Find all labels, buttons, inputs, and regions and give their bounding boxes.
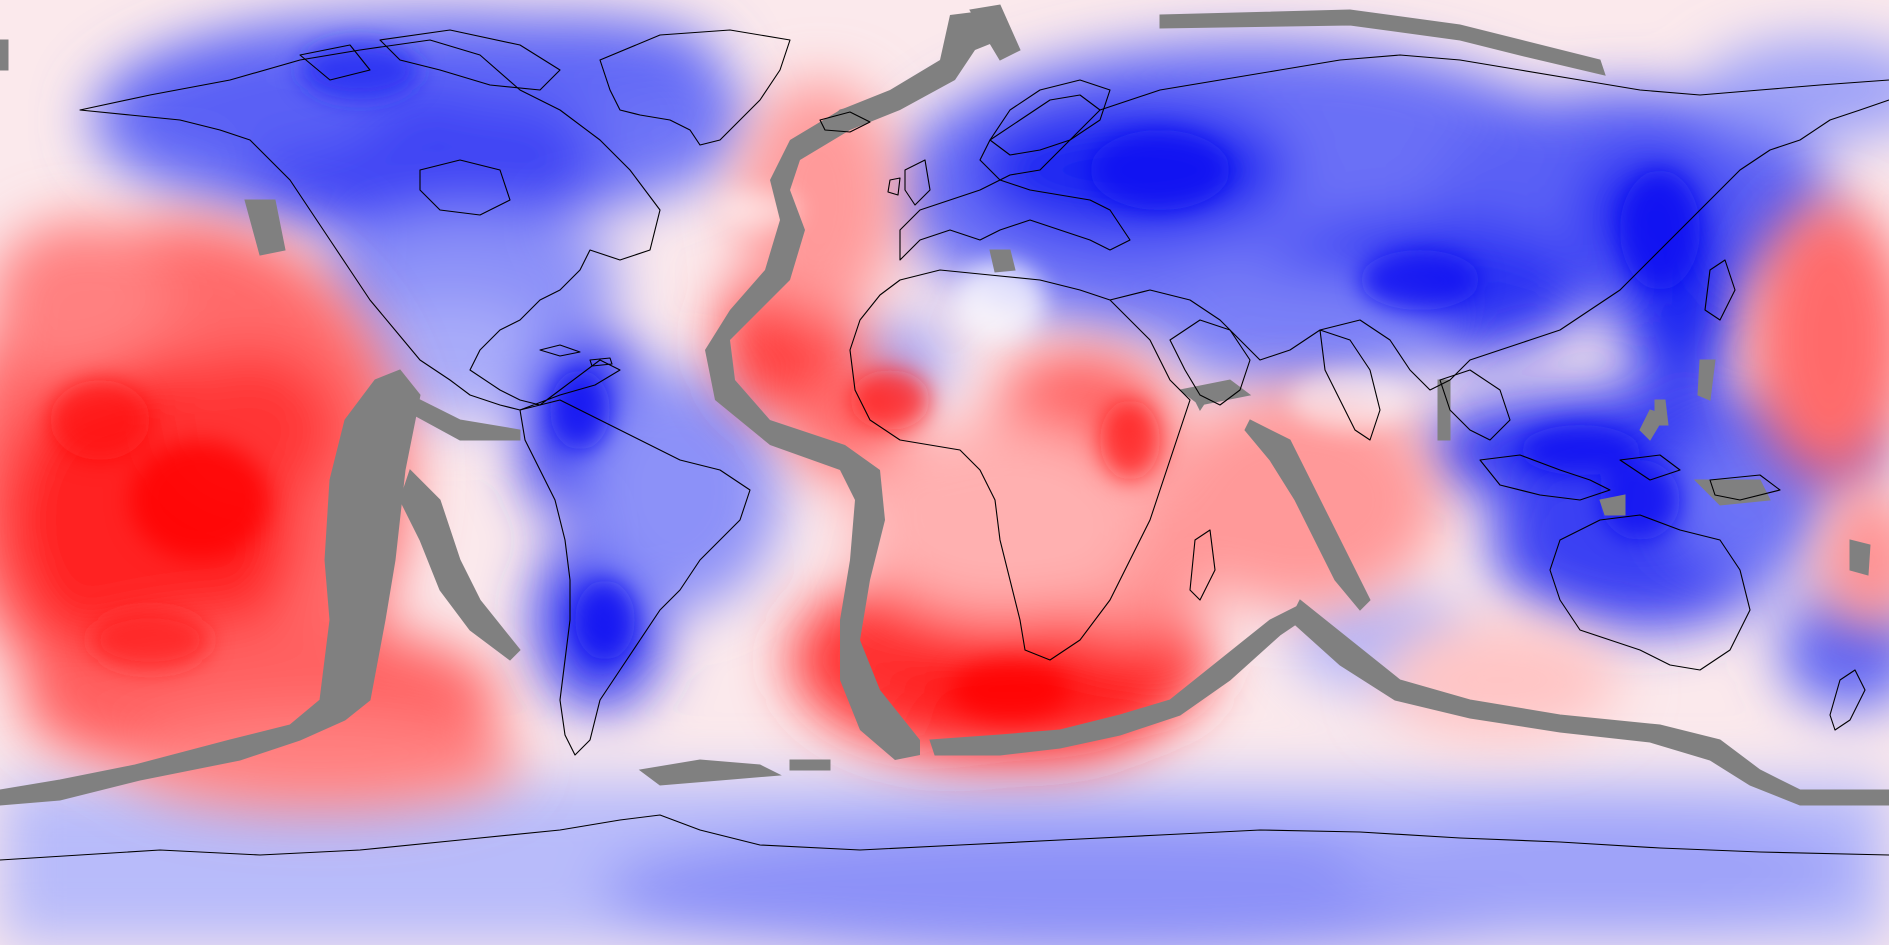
north-america-coast	[79, 39, 661, 411]
banda-mask	[1599, 494, 1626, 516]
arctic-ridge-mask	[1159, 9, 1606, 76]
africa-coast	[849, 269, 1191, 661]
australia-coast	[1549, 514, 1751, 671]
hudson-bay-coast	[419, 159, 511, 216]
nw-america-mask	[244, 199, 286, 256]
india-coast	[1319, 329, 1381, 441]
galapagos-mask	[399, 389, 521, 441]
anomaly-detail	[50, 40, 1700, 720]
indochina-coast	[1439, 369, 1511, 441]
scotia-mask	[638, 759, 782, 786]
andaman-mask	[1437, 379, 1451, 441]
greenland-coast	[599, 29, 791, 146]
coastlines	[0, 29, 1889, 861]
mediterranean-mask	[989, 249, 1016, 273]
antarctica-coast	[0, 814, 1889, 861]
reykjanes-mask	[969, 4, 1021, 61]
tonga-mask	[1849, 539, 1871, 576]
europe-coast	[899, 94, 1131, 261]
mid-atlantic-ridge-mask	[705, 10, 1000, 760]
masked-regions	[0, 4, 1889, 806]
scandinavia-coast	[989, 79, 1111, 156]
sea-of-japan-mask	[1697, 359, 1716, 401]
red-sea-mask	[1189, 389, 1211, 411]
british-isles-coast	[887, 159, 931, 206]
indonesia-coast	[1479, 454, 1781, 501]
iceland-ridge-mask	[818, 99, 882, 131]
south-america-coast	[519, 399, 751, 756]
asia-coast	[1109, 99, 1889, 391]
madagascar-coast	[1189, 529, 1216, 601]
central-indian-ridge-mask	[1244, 419, 1371, 611]
alaska-mask	[0, 39, 9, 71]
mariana-mask	[1654, 399, 1669, 426]
siberia-coast	[1099, 54, 1889, 111]
iceland-coast	[819, 111, 871, 133]
east-pacific-rise-mask	[0, 369, 421, 806]
se-indian-ridge-mask	[1289, 599, 1889, 806]
south-sandwich-mask	[789, 759, 831, 771]
caribbean-islands	[539, 344, 613, 367]
japan-coast	[1704, 259, 1736, 321]
chile-ridge-mask	[399, 469, 521, 661]
canadian-arctic-coast	[299, 29, 561, 91]
arabia-coast	[1169, 319, 1251, 406]
new-zealand-coast	[1829, 669, 1866, 731]
new-guinea-mask	[1693, 479, 1771, 506]
